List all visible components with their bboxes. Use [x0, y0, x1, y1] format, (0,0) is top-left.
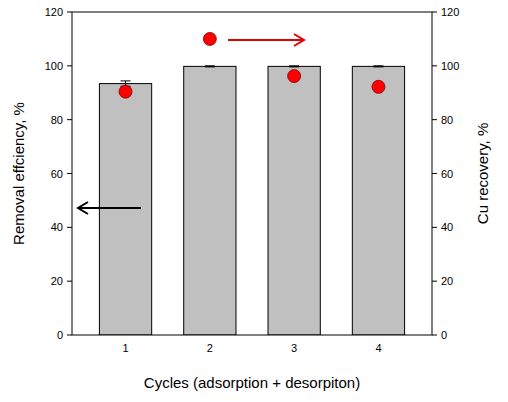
- y-tick: [67, 335, 72, 336]
- y-tick-label: 80: [51, 114, 63, 126]
- x-tick-label: 2: [207, 342, 213, 354]
- y2-axis-title: Cu recovery, %: [474, 123, 491, 224]
- y2-tick-label: 20: [441, 275, 453, 287]
- arrow-head: [78, 202, 88, 214]
- axis-arrow: [78, 202, 141, 214]
- error-cap: [205, 65, 215, 66]
- x-tick-label: 4: [375, 342, 381, 354]
- y-axis-title: Removal effciency, %: [10, 102, 27, 245]
- x-axis-title: Cycles (adsorption + desorpiton): [144, 374, 360, 391]
- error-cap: [205, 66, 215, 67]
- chart: 0 20 40 60 80 100 120 0 20 40 60 80 100 120 1 2 3 4 Cycles…: [0, 0, 508, 402]
- y-tick-label: 120: [45, 6, 63, 18]
- y2-tick: [432, 335, 437, 336]
- bar: [184, 66, 236, 335]
- error-bar: [205, 66, 215, 67]
- y2-tick: [432, 281, 437, 282]
- y-tick-label: 0: [57, 329, 63, 341]
- point: [288, 70, 301, 83]
- arrow-line: [78, 207, 141, 209]
- y2-tick-label: 0: [441, 329, 447, 341]
- y2-tick: [432, 227, 437, 228]
- point: [203, 32, 216, 45]
- error-cap: [121, 80, 131, 81]
- frame: [72, 12, 432, 335]
- error-cap: [373, 66, 383, 67]
- bar: [268, 66, 320, 335]
- y-tick: [67, 281, 72, 282]
- error-cap: [289, 65, 299, 66]
- y2-tick-label: 40: [441, 221, 453, 233]
- y2-tick: [432, 119, 437, 120]
- x-tick-label: 1: [122, 342, 128, 354]
- y-tick: [67, 173, 72, 174]
- axis-arrow: [228, 34, 304, 46]
- y-tick: [67, 65, 72, 66]
- y2-tick-label: 60: [441, 168, 453, 180]
- y-tick: [67, 227, 72, 228]
- y2-tick-label: 100: [441, 60, 459, 72]
- error-cap: [373, 65, 383, 66]
- bar: [99, 84, 151, 335]
- y2-tick-label: 120: [441, 6, 459, 18]
- arrow-line: [228, 39, 304, 41]
- y2-tick: [432, 173, 437, 174]
- y-tick-label: 100: [45, 60, 63, 72]
- y-tick-label: 60: [51, 168, 63, 180]
- y2-tick-label: 80: [441, 114, 453, 126]
- error-bar: [289, 66, 299, 67]
- error-bar: [373, 66, 383, 67]
- y-tick-label: 40: [51, 221, 63, 233]
- x-tick-label: 3: [291, 342, 297, 354]
- point: [119, 85, 132, 98]
- point: [372, 80, 385, 93]
- y-tick: [67, 12, 72, 13]
- y-tick: [67, 119, 72, 120]
- y-tick-label: 20: [51, 275, 63, 287]
- arrow-head: [294, 34, 304, 46]
- error-cap: [289, 66, 299, 67]
- bar: [352, 66, 404, 335]
- marks: [99, 32, 404, 335]
- y2-tick: [432, 12, 437, 13]
- y2-tick: [432, 65, 437, 66]
